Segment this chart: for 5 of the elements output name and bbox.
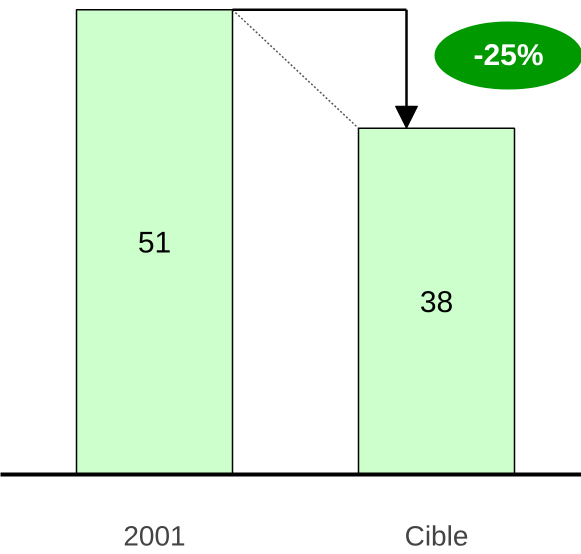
data-label: 38 [420, 286, 454, 319]
x-tick-label: 2001 [123, 520, 186, 552]
data-label: 51 [138, 226, 172, 260]
x-tick-label: Cible [404, 520, 468, 552]
annotation: -25% [473, 39, 544, 72]
